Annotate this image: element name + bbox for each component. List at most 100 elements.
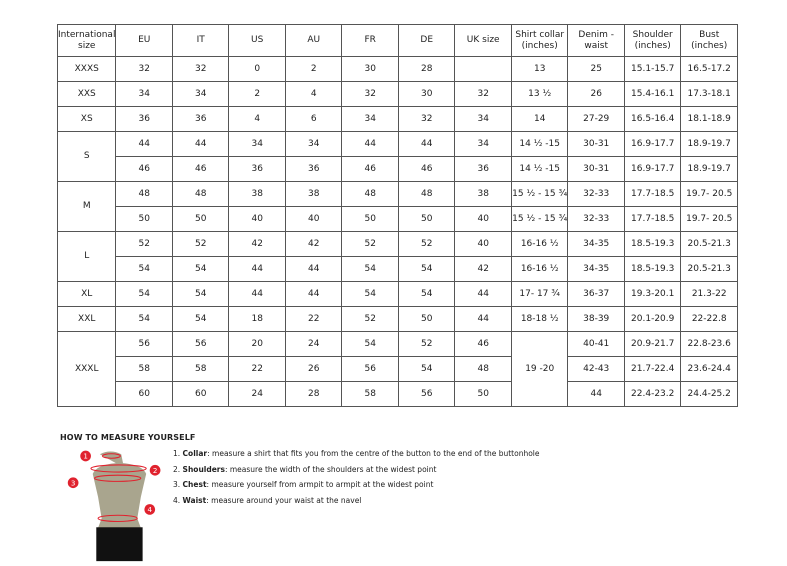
table-cell: 15.1-15.7	[623, 56, 682, 82]
table-cell: 2	[228, 81, 286, 107]
table-cell: 54	[115, 256, 173, 282]
table-cell: 32	[454, 81, 512, 107]
table-cell: S	[56, 131, 117, 182]
table-cell: 18.1-18.9	[680, 106, 738, 132]
table-cell: 16.9-17.7	[623, 131, 682, 157]
table-cell: 48	[171, 181, 230, 207]
table-cell: 34	[341, 106, 399, 132]
table-row: 60 60 24 28 58 56 50 44 22.4-23.2 24.4-25.2	[58, 381, 738, 407]
table-cell: 28	[397, 56, 456, 82]
marker-3: 3	[71, 478, 76, 487]
table-cell: 17.3-18.1	[680, 81, 738, 107]
table-cell: 50	[454, 381, 512, 407]
table-cell: 20.9-21.7	[623, 331, 682, 357]
table-cell: 40-41	[567, 331, 625, 357]
column-header: EU	[115, 24, 173, 57]
table-cell: 34	[228, 131, 286, 157]
table-cell: 50	[341, 206, 399, 232]
table-cell: 23.6-24.4	[680, 356, 738, 382]
table-cell: 44	[397, 131, 456, 157]
table-cell: 20	[228, 331, 286, 357]
table-cell: 18-18 ½	[510, 306, 569, 332]
table-row: 46 46 36 36 46 46 36 14 ½ -15 30-31 16.9-17.7 18.9…	[58, 156, 738, 182]
table-cell: 21.3-22	[680, 281, 738, 307]
column-header: Shirt collar (inches)	[510, 24, 569, 57]
table-cell: 56	[171, 331, 230, 357]
table-cell: 22.8-23.6	[680, 331, 738, 357]
table-cell: 38	[228, 181, 286, 207]
table-row: 58 58 22 26 56 54 48 42-43 21.7-22.4 23.6-24.4	[58, 356, 738, 382]
table-cell: 32	[171, 56, 230, 82]
mannequin-figure: 1 2 3 4	[67, 450, 161, 562]
table-cell: 17- 17 ¾	[510, 281, 569, 307]
table-row: XXL 54 54 18 22 52 50 44 18-18 ½ 38-39 20.1-20.9 22…	[56, 306, 738, 332]
table-cell: 2	[284, 56, 343, 82]
table-cell: 52	[397, 331, 456, 357]
table-cell: 46	[171, 156, 230, 182]
table-cell: 58	[171, 356, 230, 382]
column-header: UK size	[454, 24, 512, 57]
table-cell: 38	[284, 181, 343, 207]
table-cell: 13 ½	[510, 81, 569, 107]
table-cell: 50	[115, 206, 173, 232]
table-row: M 48 48 38 38 48 48 38 15 ½ - 15 ¾ 32-33 17.7-18.5…	[56, 181, 738, 232]
column-header: Denim - waist	[567, 24, 625, 57]
table-cell: 16.5-16.4	[623, 106, 682, 132]
table-cell: 16-16 ½	[510, 256, 569, 282]
table-cell: L	[56, 231, 117, 282]
table-cell: 20.1-20.9	[623, 306, 682, 332]
table-cell: 42-43	[567, 356, 625, 382]
table-cell: 44	[171, 131, 230, 157]
table-row: 50 50 40 40 50 50 40 15 ½ - 15 ¾ 32-33 17.7-18.5 1…	[58, 206, 738, 232]
table-cell: 19.7- 20.5	[680, 181, 738, 207]
table-cell: 19 -20	[510, 331, 569, 407]
table-row: XXXL 56 56 20 24 54 52 46 19 -20 40-41 20.9-21.7 22…	[56, 331, 738, 407]
marker-1: 1	[83, 452, 88, 461]
table-cell: XXXL	[56, 331, 117, 407]
table-cell: 54	[397, 256, 456, 282]
table-cell: 4	[228, 106, 286, 132]
table-cell: 54	[171, 256, 230, 282]
column-header: Shoulder (inches)	[623, 24, 682, 57]
table-cell: 26	[284, 356, 343, 382]
instruction-chest: 3. Chest: measure yourself from armpit t…	[173, 480, 434, 489]
table-cell: 19.7- 20.5	[680, 206, 738, 232]
table-cell: 52	[341, 306, 399, 332]
table-cell: 25	[567, 56, 625, 82]
marker-badges: 1 2 3 4	[67, 450, 161, 515]
table-cell: 32-33	[567, 206, 625, 232]
table-cell: 36	[115, 106, 173, 132]
table-cell: 34	[115, 81, 173, 107]
table-cell: 48	[397, 181, 456, 207]
table-cell: 44	[567, 381, 625, 407]
table-cell: 52	[341, 231, 399, 257]
table-cell: 56	[397, 381, 456, 407]
table-cell: 36	[228, 156, 286, 182]
table-row: XXS 34 34 2 4 32 30 32 13 ½ 26 15.4-16.1 17.3-18.1	[56, 81, 738, 107]
column-header: Bust (inches)	[680, 24, 738, 57]
instruction-collar: 1. Collar: measure a shirt that fits you…	[173, 449, 540, 458]
table-cell: 54	[341, 256, 399, 282]
column-header: DE	[397, 24, 456, 57]
table-cell: 44	[341, 131, 399, 157]
table-cell: 21.7-22.4	[623, 356, 682, 382]
table-cell: 36-37	[567, 281, 625, 307]
column-header: AU	[284, 24, 343, 57]
table-cell: M	[56, 181, 117, 232]
table-cell: 18.5-19.3	[623, 231, 682, 257]
table-cell: 60	[115, 381, 173, 407]
table-cell: 54	[171, 281, 230, 307]
table-cell: 44	[284, 281, 343, 307]
table-cell: 40	[454, 206, 512, 232]
table-cell: 0	[228, 56, 286, 82]
table-cell: 56	[115, 331, 173, 357]
table-cell: XS	[56, 106, 117, 132]
instruction-waist: 4. Waist: measure around your waist at t…	[173, 495, 362, 505]
table-cell: 60	[171, 381, 230, 407]
table-cell: 56	[341, 356, 399, 382]
table-cell: 42	[284, 231, 343, 257]
table-row: XXXS 32 32 0 2 30 28 13 25 15.1-15.7 16.5-17.2	[56, 56, 738, 82]
table-cell: 20.5-21.3	[680, 256, 738, 282]
table-cell: 18.5-19.3	[623, 256, 682, 282]
table-cell: 16.5-17.2	[680, 56, 738, 82]
